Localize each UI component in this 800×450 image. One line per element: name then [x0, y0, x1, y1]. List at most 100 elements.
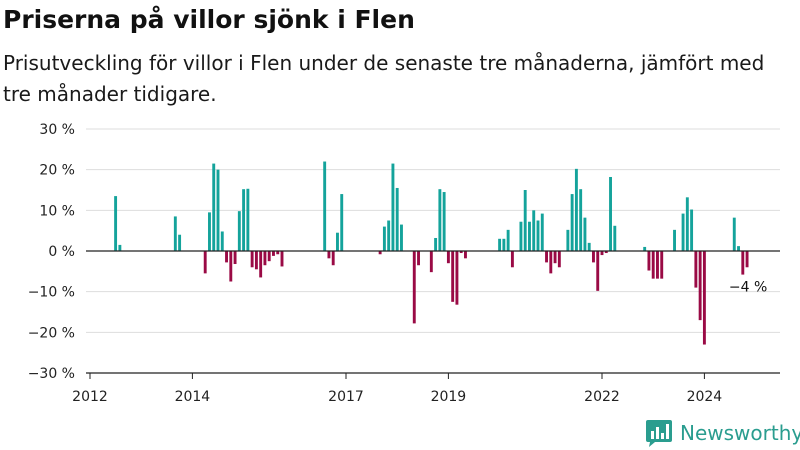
- x-tick-label: 2014: [175, 389, 211, 405]
- bar: [643, 246, 647, 251]
- bar: [446, 251, 450, 264]
- bar: [327, 251, 331, 259]
- bar: [681, 213, 685, 251]
- bar: [609, 176, 612, 251]
- x-tick-label: 2017: [328, 389, 364, 405]
- bar: [459, 251, 463, 254]
- brand-logo: Newsworthy: [644, 419, 800, 447]
- bar: [203, 251, 207, 274]
- y-tick-label: 20 %: [39, 163, 75, 179]
- bar: [574, 168, 578, 251]
- bar: [263, 251, 267, 266]
- bar: [272, 251, 275, 256]
- bar: [237, 211, 241, 251]
- bar: [570, 194, 574, 251]
- bar: [545, 251, 548, 263]
- bar: [242, 189, 246, 251]
- bar: [656, 251, 659, 279]
- bar: [651, 251, 655, 279]
- bar: [208, 212, 211, 251]
- last-value-annotation: −4 %: [729, 279, 767, 295]
- bar: [566, 229, 570, 251]
- bar: [502, 238, 506, 251]
- bar: [741, 251, 745, 275]
- bar: [254, 251, 258, 270]
- x-axis-ticks: 2012 2014 2017 2019 2022 2024: [72, 373, 722, 405]
- bar: [220, 231, 224, 251]
- bar: [536, 220, 540, 251]
- bar: [702, 251, 706, 345]
- bar: [647, 251, 651, 271]
- bar: [557, 251, 561, 268]
- bar: [259, 251, 263, 278]
- bar: [323, 161, 327, 251]
- brand-name: Newsworthy: [680, 421, 800, 445]
- bar: [118, 244, 122, 251]
- chart-title: Priserna på villor sjönk i Flen: [3, 5, 415, 34]
- bar: [434, 237, 438, 251]
- bar: [178, 234, 182, 251]
- bar: [276, 251, 280, 255]
- y-tick-label: 0 %: [48, 244, 75, 260]
- bar: [528, 221, 531, 251]
- bar: [387, 220, 391, 251]
- y-tick-label: −20 %: [28, 325, 75, 341]
- bar: [532, 210, 536, 251]
- bar: [694, 251, 698, 288]
- bar: [451, 251, 455, 302]
- bar: [464, 251, 467, 259]
- bar: [519, 221, 523, 251]
- bar: [737, 246, 740, 251]
- bar: [212, 163, 216, 251]
- bar: [250, 251, 254, 268]
- bar: [523, 190, 527, 251]
- bar: [660, 251, 664, 279]
- bar: [267, 251, 271, 262]
- bar: [732, 217, 736, 251]
- y-tick-label: 30 %: [39, 122, 75, 138]
- bar: [540, 213, 544, 251]
- x-tick-label: 2019: [431, 389, 467, 405]
- bar: [429, 251, 433, 273]
- bar: [340, 194, 344, 251]
- bar: [553, 251, 557, 264]
- bar: [596, 251, 600, 291]
- x-tick-label: 2012: [72, 389, 108, 405]
- bar: [673, 229, 676, 251]
- bar: [506, 229, 510, 251]
- bar: [229, 251, 233, 282]
- bar: [685, 197, 689, 251]
- bar: [604, 251, 608, 254]
- bar: [417, 251, 420, 266]
- bar: [382, 226, 386, 251]
- bar: [438, 189, 442, 251]
- bar: [587, 242, 591, 251]
- bar: [280, 251, 284, 267]
- bar: [498, 238, 502, 251]
- bar: [216, 169, 220, 251]
- y-tick-label: 10 %: [39, 203, 75, 219]
- bars: [114, 161, 749, 345]
- bar: [378, 251, 382, 255]
- bar: [592, 251, 595, 263]
- bar: [400, 224, 403, 251]
- y-axis-ticks: 30 % 20 % 10 % 0 % −10 % −20 % −30 %: [28, 122, 75, 382]
- bar: [698, 251, 702, 321]
- bar: [583, 217, 587, 251]
- bar: [455, 251, 459, 305]
- bar: [690, 209, 694, 251]
- bar: [331, 251, 335, 266]
- bar-chart-logo-icon: [646, 420, 672, 447]
- y-tick-label: −10 %: [28, 285, 75, 301]
- bar: [246, 188, 250, 251]
- chart-subtitle: Prisutveckling för villor i Flen under d…: [3, 51, 765, 106]
- bar: [114, 196, 118, 251]
- bar: [600, 251, 604, 256]
- x-tick-label: 2024: [687, 389, 723, 405]
- y-tick-label: −30 %: [28, 366, 75, 382]
- bar: [225, 251, 228, 263]
- bar: [510, 251, 514, 268]
- bar: [549, 251, 553, 274]
- bar: [613, 225, 617, 251]
